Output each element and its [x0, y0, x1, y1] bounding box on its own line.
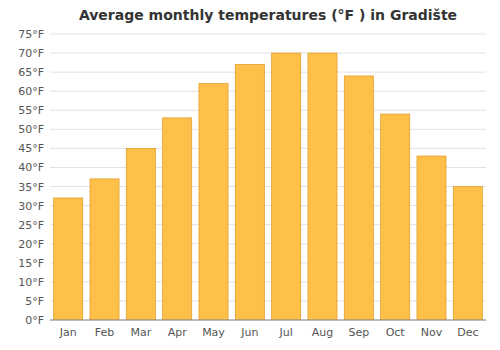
x-tick-label: Apr [168, 326, 188, 339]
grid-line [50, 320, 486, 321]
x-tick-label: Aug [312, 326, 333, 339]
y-tick-label: 70°F [18, 47, 44, 60]
y-tick-label: 75°F [18, 28, 44, 41]
grid-line [50, 53, 486, 54]
x-tick-label: Dec [457, 326, 478, 339]
grid-line [50, 110, 486, 111]
y-tick-label: 20°F [18, 238, 44, 251]
x-tick-label: Sep [348, 326, 369, 339]
x-axis-line [50, 320, 486, 321]
y-tick-label: 30°F [18, 200, 44, 213]
y-tick-label: 15°F [18, 257, 44, 270]
y-axis: 0°F 5°F 10°F 15°F 20°F 25°F 30°F 35°F 40°F 45°F 50… [18, 28, 486, 327]
x-tick-label: Jul [279, 326, 293, 339]
x-tick-label: Oct [386, 326, 406, 339]
bar [235, 65, 264, 320]
y-tick-label: 50°F [18, 123, 44, 136]
y-tick-label: 0°F [25, 314, 44, 327]
y-tick-label: 25°F [18, 219, 44, 232]
x-tick-label: Mar [130, 326, 151, 339]
y-tick-label: 35°F [18, 181, 44, 194]
bar [163, 118, 192, 320]
y-tick-label: 5°F [25, 295, 44, 308]
bar [381, 114, 410, 320]
bar [308, 53, 337, 320]
x-tick-label: Feb [95, 326, 114, 339]
bar [453, 187, 482, 320]
bar [417, 156, 446, 320]
grid-line [50, 34, 486, 35]
bar [199, 84, 228, 320]
title: Average monthly temperatures (°F ) in Gr… [79, 7, 457, 23]
x-tick-label: Nov [421, 326, 443, 339]
x-tick-label: May [202, 326, 225, 339]
y-tick-label: 55°F [18, 104, 44, 117]
bar [54, 198, 83, 320]
y-tick-label: 10°F [18, 276, 44, 289]
bar [126, 148, 155, 320]
bar [272, 53, 301, 320]
y-tick-label: 40°F [18, 161, 44, 174]
x-tick-label: Jan [59, 326, 77, 339]
grid-line [50, 72, 486, 73]
grid-line [50, 91, 486, 92]
x-tick-label: Jun [240, 326, 258, 339]
bars [54, 53, 483, 320]
bar [90, 179, 119, 320]
chart-container: Average monthly temperatures (°F ) in Gr… [0, 0, 500, 350]
y-tick-label: 65°F [18, 66, 44, 79]
y-tick-label: 60°F [18, 85, 44, 98]
chart: Average monthly temperatures (°F ) in Gr… [0, 0, 500, 350]
x-axis: Jan Feb Mar Apr May Jun Jul Aug Sep Oct Nov Dec [50, 320, 486, 339]
grid-line [50, 148, 486, 149]
grid-line [50, 129, 486, 130]
bar [344, 76, 373, 320]
y-tick-label: 45°F [18, 142, 44, 155]
